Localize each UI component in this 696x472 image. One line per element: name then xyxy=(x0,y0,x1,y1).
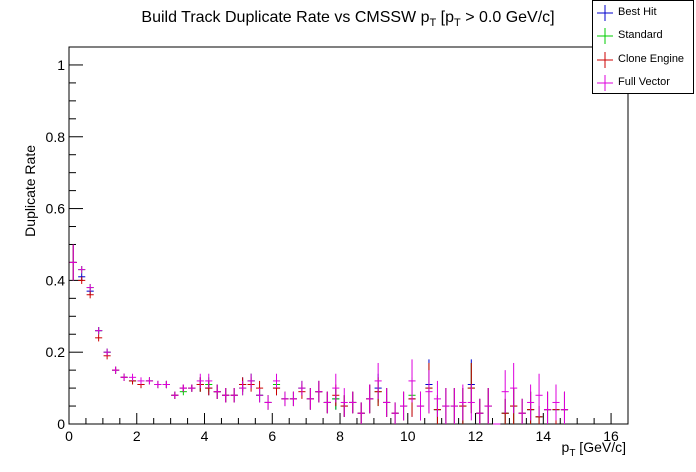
x-tick-label: 14 xyxy=(536,428,552,444)
x-axis-label-sub: T xyxy=(569,448,575,459)
legend-label-best-hit: Best Hit xyxy=(618,6,657,18)
x-tick-label: 6 xyxy=(268,428,276,444)
x-tick-label: 8 xyxy=(336,428,344,444)
x-axis-label: pT [GeV/c] xyxy=(562,439,626,459)
y-tick-label: 0.6 xyxy=(46,201,66,217)
x-tick-label: 10 xyxy=(400,428,416,444)
legend-label-full-vector: Full Vector xyxy=(618,76,670,88)
legend-marker-best-hit xyxy=(597,5,613,21)
legend-item-standard: Standard xyxy=(593,25,693,47)
y-tick-label: 0 xyxy=(57,416,65,432)
axes: 00.20.40.60.810 2 4 6 8 10 12 14 16 xyxy=(46,57,629,444)
legend-item-best-hit: Best Hit xyxy=(593,2,693,24)
chart-title-end: > 0.0 GeV/c] xyxy=(461,9,555,26)
series-full-vector xyxy=(69,244,569,425)
legend-item-full-vector: Full Vector xyxy=(593,72,693,94)
legend-marker-clone-engine xyxy=(597,52,613,68)
chart-title-main: Build Track Duplicate Rate vs CMSSW p xyxy=(141,9,429,26)
x-axis-label-main: p xyxy=(562,439,570,455)
chart-title-sub2: T xyxy=(454,17,461,29)
x-tick-label: 4 xyxy=(201,428,209,444)
y-tick-label: 0.2 xyxy=(46,344,66,360)
y-tick-label: 1 xyxy=(57,57,65,73)
legend: Best Hit Standard Clone Engine Full Vect… xyxy=(592,0,694,94)
x-tick-label: 12 xyxy=(468,428,484,444)
legend-label-clone-engine: Clone Engine xyxy=(618,53,685,65)
chart-title: Build Track Duplicate Rate vs CMSSW pT [… xyxy=(141,9,554,29)
x-axis-label-unit: [GeV/c] xyxy=(575,439,626,455)
x-tick-label: 0 xyxy=(65,428,73,444)
data-marks xyxy=(69,244,569,425)
legend-label-standard: Standard xyxy=(618,29,663,41)
x-tick-label: 2 xyxy=(133,428,141,444)
legend-marker-full-vector xyxy=(597,75,613,91)
y-tick-label: 0.4 xyxy=(46,272,66,288)
chart-title-mid: [p xyxy=(436,9,454,26)
chart-title-sub1: T xyxy=(430,17,437,29)
y-axis-label: Duplicate Rate xyxy=(22,145,38,237)
x-tick-label: 16 xyxy=(603,428,619,444)
y-tick-label: 0.8 xyxy=(46,129,66,145)
legend-item-clone-engine: Clone Engine xyxy=(593,49,693,71)
legend-marker-standard xyxy=(597,28,613,44)
plot-frame xyxy=(68,46,629,425)
